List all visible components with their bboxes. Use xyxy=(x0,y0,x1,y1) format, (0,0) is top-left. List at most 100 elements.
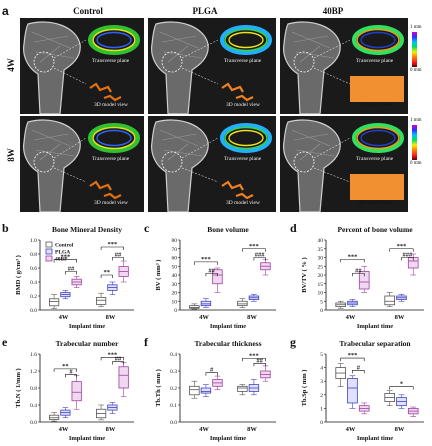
panel-g-letter: g xyxy=(290,335,296,349)
transverse-plane-label: Transverse plane xyxy=(92,58,130,64)
transverse-ring-mid xyxy=(356,28,400,52)
significance-bracket xyxy=(340,258,365,263)
y-axis-label: Tb.Th ( mm ) xyxy=(155,369,162,407)
transverse-ring-inner xyxy=(360,31,396,49)
significance-label: ### xyxy=(402,252,413,259)
panel-c-letter: c xyxy=(144,221,150,235)
box-control xyxy=(96,296,107,305)
dashed-guide xyxy=(313,167,351,183)
defect-region-circle xyxy=(293,151,315,173)
model-view-label: 3D model view xyxy=(226,200,260,206)
y-tick-label: 35 xyxy=(318,247,324,253)
defect-region-circle xyxy=(293,51,315,73)
legend-label: 40BP xyxy=(55,257,68,263)
box-40bp xyxy=(71,381,82,402)
y-tick-label: 1.0 xyxy=(30,238,37,244)
femur-trabecular-texture xyxy=(159,31,203,63)
significance-bracket xyxy=(53,259,77,263)
panel-e-letter: e xyxy=(2,335,8,349)
legend-swatch xyxy=(45,248,53,255)
box-40bp xyxy=(212,269,223,285)
y-tick-label: 0.8 xyxy=(30,252,37,258)
defect-region-circle xyxy=(33,151,55,173)
y-axis-label: BMD ( g/cm³ ) xyxy=(15,255,22,295)
transverse-ring-inner xyxy=(96,129,132,147)
legend-label: PLGA xyxy=(55,250,70,256)
defect-region-circle xyxy=(161,51,183,73)
y-tick-label: 40 xyxy=(318,238,324,244)
microct-tile: Transverse plane 3D model view xyxy=(20,116,144,212)
model-view-block xyxy=(350,174,404,200)
transverse-ring-mid xyxy=(224,28,268,52)
significance-bracket xyxy=(401,257,414,261)
y-tick-label: 0.0 xyxy=(30,308,37,314)
model-view-fragments xyxy=(221,180,254,200)
y-tick-label: 0.1 xyxy=(170,403,177,409)
transverse-ring-mid xyxy=(92,126,136,150)
box-control xyxy=(189,305,200,309)
microct-tile: Transverse plane 3D model view xyxy=(280,18,408,114)
model-view-label: 3D model view xyxy=(226,102,260,108)
y-tick-label: 60 xyxy=(172,256,178,262)
y-tick-label: 20 xyxy=(318,273,324,279)
dashed-guide xyxy=(313,67,351,85)
significance-label: # xyxy=(357,364,361,371)
significance-label: *** xyxy=(249,243,259,250)
y-tick-label: 0.2 xyxy=(30,294,37,300)
chart-title: Trabecular thickness xyxy=(194,339,261,348)
microct-tile: Transverse plane 3D model view xyxy=(148,116,276,212)
dashed-guide xyxy=(53,167,87,183)
femur-scan xyxy=(283,21,404,114)
femur-trabecular-texture xyxy=(31,31,75,63)
femur-trabecular-texture xyxy=(31,129,75,161)
x-tick-label: 4W xyxy=(346,426,356,433)
significance-bracket xyxy=(100,246,124,250)
significance-label: *** xyxy=(348,352,358,359)
colorbar-1 xyxy=(412,32,417,67)
significance-label: *** xyxy=(397,243,407,250)
y-axis-label: BV ( mm³ ) xyxy=(155,260,162,291)
significance-bracket xyxy=(389,248,414,252)
femur-trabecular-texture xyxy=(159,129,203,161)
significance-label: *** xyxy=(249,352,259,359)
femur-bone-shape xyxy=(23,119,81,212)
significance-label: *** xyxy=(348,253,358,260)
transverse-plane-label: Transverse plane xyxy=(356,58,394,64)
box-40bp xyxy=(118,366,129,389)
dashed-guide xyxy=(53,39,87,59)
y-tick-label: 40 xyxy=(172,273,178,279)
dashed-guide xyxy=(53,67,87,85)
significance-bracket xyxy=(194,261,218,265)
y-tick-label: 80 xyxy=(172,238,178,244)
femur-scan xyxy=(23,21,140,114)
x-tick-label: 4W xyxy=(59,314,69,321)
legend-swatch xyxy=(45,241,53,248)
panel-a-letter: a xyxy=(2,4,9,18)
x-tick-label: 8W xyxy=(395,314,405,321)
x-tick-label: 4W xyxy=(199,314,209,321)
x-axis-label: Implant time xyxy=(69,323,105,330)
significance-bracket xyxy=(389,386,414,390)
y-tick-label: 3 xyxy=(320,379,323,385)
significance-bracket xyxy=(352,272,365,277)
y-tick-label: 0.8 xyxy=(30,386,37,392)
significance-label: # xyxy=(69,368,73,375)
y-tick-label: 0 xyxy=(320,420,323,426)
model-view-label: 3D model view xyxy=(358,200,392,206)
femur-scan xyxy=(23,119,140,212)
x-axis-label: Implant time xyxy=(357,323,393,330)
y-tick-label: 50 xyxy=(172,264,178,270)
y-tick-label: 30 xyxy=(318,256,324,262)
y-axis-label: Tb.N ( 1/mm ) xyxy=(15,368,22,407)
significance-bracket xyxy=(112,361,124,365)
transverse-ring-outer xyxy=(88,25,140,55)
microct-tile: Transverse plane 3D model view xyxy=(20,18,144,114)
significance-bracket xyxy=(340,357,365,362)
box-control xyxy=(237,300,248,307)
model-view-fragments xyxy=(89,82,122,102)
x-tick-label: 8W xyxy=(395,426,405,433)
significance-bracket xyxy=(65,374,77,378)
significance-label: ## xyxy=(355,267,362,274)
y-tick-label: 0.2 xyxy=(170,386,177,392)
transverse-plane-label: Transverse plane xyxy=(224,156,262,162)
